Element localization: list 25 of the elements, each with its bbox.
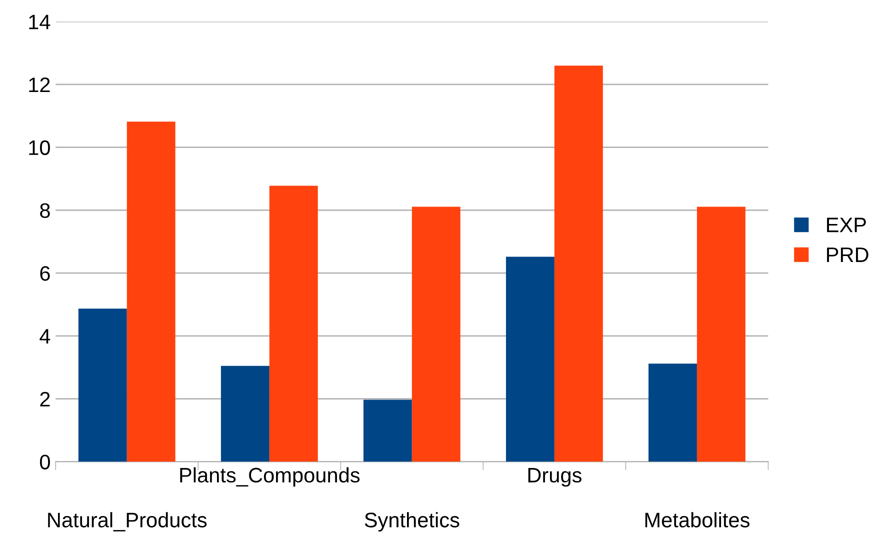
bar: [412, 206, 460, 462]
y-tick-label: 4: [40, 329, 50, 344]
x-tick-label: Natural_Products: [48, 512, 207, 532]
x-tick-label: Drugs: [528, 468, 582, 487]
bar: [648, 364, 697, 462]
bar: [363, 400, 412, 462]
bar: [696, 206, 746, 462]
x-tick-label: Synthetics: [364, 512, 460, 532]
bar: [554, 66, 603, 462]
y-tick-label: 6: [40, 266, 50, 281]
y-tick-label: 8: [40, 203, 50, 218]
y-tick-label: 14: [29, 14, 50, 30]
legend-label: EXP: [827, 218, 866, 232]
bar: [126, 122, 176, 462]
bar: [220, 366, 270, 462]
y-tick-label: 10: [29, 140, 50, 156]
x-tick-label: Metabolites: [645, 512, 750, 528]
bar: [506, 256, 554, 462]
x-tick-label: Plants_Compounds: [180, 467, 360, 487]
y-tick-label: 12: [29, 77, 50, 92]
y-tick-label: 0: [40, 454, 50, 470]
bar: [78, 308, 127, 462]
bar: [269, 186, 318, 462]
y-tick-label: 2: [40, 392, 50, 406]
legend-label: PRD: [827, 248, 868, 262]
